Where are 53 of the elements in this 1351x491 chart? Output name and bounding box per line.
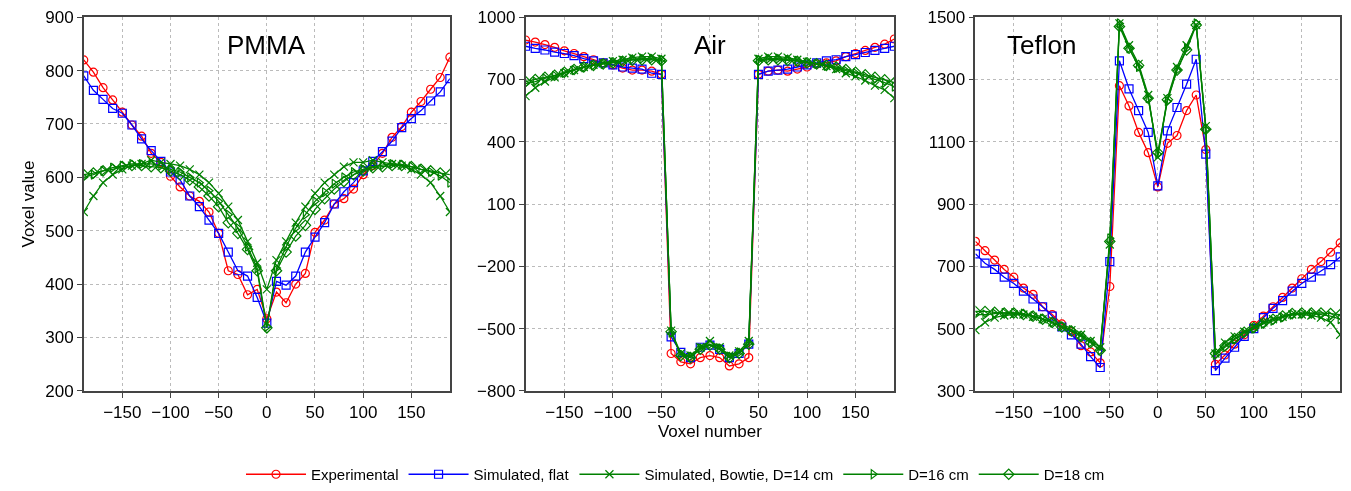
y-tick-label: 500 xyxy=(936,319,966,339)
y-tick-label: 600 xyxy=(45,168,74,188)
y-tick-label: 300 xyxy=(936,381,966,401)
y-tick-label: 300 xyxy=(45,328,74,348)
y-tick-label: 800 xyxy=(45,61,74,81)
y-tick-label: −500 xyxy=(477,319,516,339)
x-tick-label: −100 xyxy=(1042,402,1081,422)
y-tick-label: 900 xyxy=(45,8,74,28)
text: Air xyxy=(694,30,727,60)
y-tick-label: 700 xyxy=(45,114,74,134)
y-tick-label: 700 xyxy=(487,70,516,90)
x-tick-label: 0 xyxy=(1153,402,1163,422)
x-tick-label: 150 xyxy=(1287,402,1316,422)
y-tick-label: 200 xyxy=(45,381,74,401)
x-tick-label: 50 xyxy=(749,402,768,422)
y-tick-label: 700 xyxy=(936,257,966,277)
text: PMMA xyxy=(227,30,306,60)
x-axis-title: Voxel number xyxy=(657,421,763,441)
y-tick-label: 900 xyxy=(936,194,966,214)
y-axis-title: Voxel value xyxy=(19,160,39,248)
legend-label: D=16 cm xyxy=(908,466,969,484)
x-tick-label: 0 xyxy=(705,402,715,422)
y-tick-label: −200 xyxy=(477,257,516,277)
y-tick-label: −800 xyxy=(477,381,516,401)
y-tick-label: 1100 xyxy=(928,132,966,152)
x-tick-label: 150 xyxy=(841,402,870,422)
x-tick-label: 50 xyxy=(305,402,325,422)
x-tick-label: 50 xyxy=(1196,402,1216,422)
y-tick-label: 100 xyxy=(487,194,516,214)
x-tick-label: 0 xyxy=(262,402,272,422)
legend-label: Simulated, Bowtie, D=14 cm xyxy=(644,466,834,484)
y-tick-label: 1300 xyxy=(927,70,966,90)
x-tick-label: −50 xyxy=(1095,402,1125,422)
y-tick-label: 500 xyxy=(45,221,74,241)
x-tick-label: −150 xyxy=(103,402,142,422)
text: Teflon xyxy=(1007,30,1077,60)
x-tick-label: −50 xyxy=(647,402,676,422)
x-tick-label: 100 xyxy=(1239,402,1268,422)
legend-label: Experimental xyxy=(311,466,399,484)
legend-label: Simulated, flat xyxy=(473,466,570,484)
y-tick-label: 1500 xyxy=(927,8,966,28)
x-tick-label: −150 xyxy=(545,402,584,422)
x-tick-label: −150 xyxy=(994,402,1033,422)
x-tick-label: −100 xyxy=(151,402,190,422)
x-tick-label: 100 xyxy=(792,402,822,422)
x-tick-label: 100 xyxy=(348,402,378,422)
x-tick-label: 150 xyxy=(397,402,426,422)
x-tick-label: −50 xyxy=(204,402,234,422)
legend-label: D=18 cm xyxy=(1043,466,1105,484)
y-tick-label: 1000 xyxy=(477,8,516,28)
y-tick-label: 400 xyxy=(45,275,74,295)
x-tick-label: −100 xyxy=(593,402,633,422)
y-tick-label: 400 xyxy=(487,132,516,152)
